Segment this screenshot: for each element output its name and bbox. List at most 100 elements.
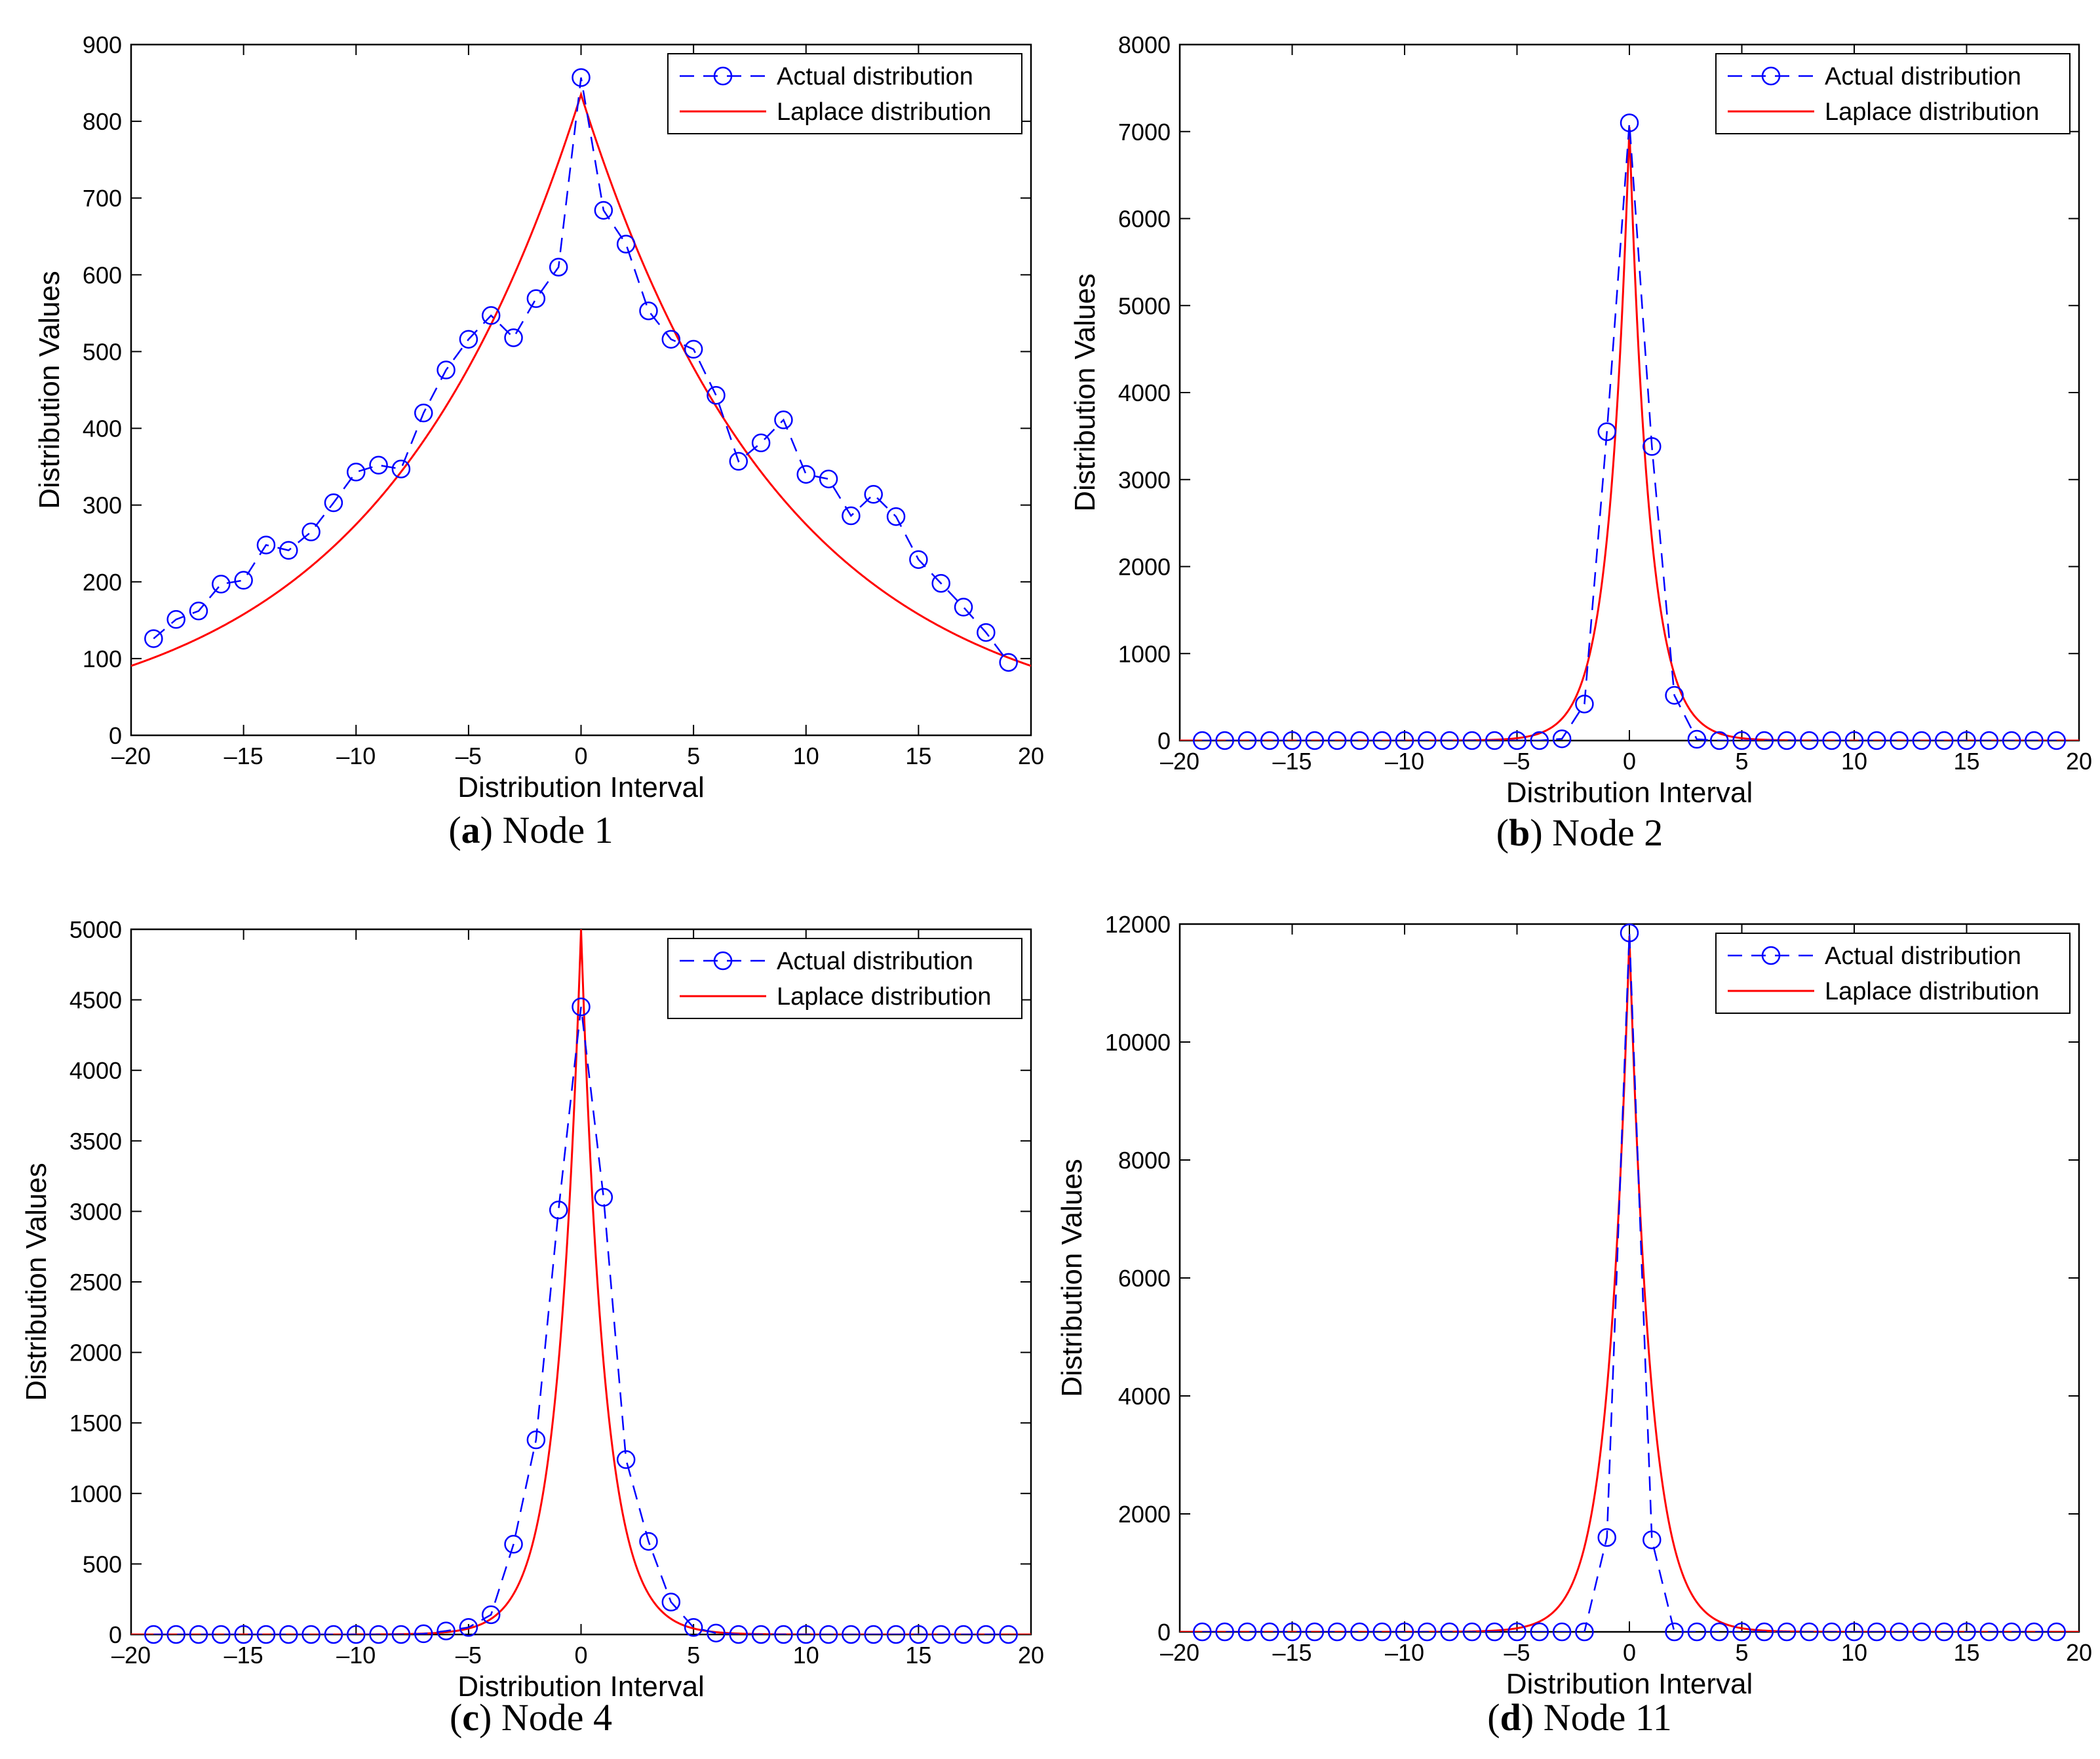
data-point xyxy=(504,1535,523,1554)
y-tick-label: 1000 xyxy=(69,1480,122,1507)
y-tick-label: 0 xyxy=(109,722,122,749)
x-tick-label: 5 xyxy=(1735,748,1748,775)
plot-area xyxy=(1180,933,2079,1632)
y-tick-label: 300 xyxy=(83,492,122,519)
y-tick-label: 3000 xyxy=(69,1198,122,1225)
data-point xyxy=(594,1188,613,1207)
data-point xyxy=(189,602,208,621)
x-tick-label: –10 xyxy=(336,743,376,769)
x-tick-label: –15 xyxy=(1272,748,1312,775)
plot-frame xyxy=(130,43,1032,737)
data-point xyxy=(234,571,253,590)
legend-laplace-label: Laplace distribution xyxy=(777,98,991,126)
y-tick-label: 12000 xyxy=(1105,911,1171,938)
data-point xyxy=(212,575,231,594)
x-tick-label: –10 xyxy=(1385,748,1424,775)
x-tick-label: –15 xyxy=(1272,1639,1312,1666)
y-tick-label: 1500 xyxy=(69,1410,122,1437)
y-tick-label: 0 xyxy=(1157,1619,1171,1646)
data-point xyxy=(1665,686,1684,705)
data-point xyxy=(1755,1622,1774,1642)
data-point xyxy=(1597,1528,1616,1547)
x-tick-label: –15 xyxy=(224,1642,263,1669)
data-point xyxy=(1462,731,1482,750)
panel-caption: (d) Node 11 xyxy=(1487,1696,1671,1739)
legend-actual-marker xyxy=(713,66,733,86)
data-point xyxy=(1283,1622,1302,1642)
x-tick-label: –20 xyxy=(1160,748,1199,775)
data-point xyxy=(526,289,546,308)
y-tick-label: 400 xyxy=(83,416,122,442)
data-point xyxy=(1372,1622,1391,1642)
data-point xyxy=(2047,1622,2066,1642)
data-point xyxy=(1687,729,1707,749)
legend: Actual distribution Laplace distribution xyxy=(667,938,1022,1019)
y-tick-label: 8000 xyxy=(1118,31,1171,58)
data-point xyxy=(1305,731,1325,750)
data-point xyxy=(1260,731,1279,750)
data-point xyxy=(1844,1622,1864,1642)
panel-caption: (a) Node 1 xyxy=(448,809,613,851)
y-tick-label: 700 xyxy=(83,185,122,212)
data-point xyxy=(751,1625,771,1644)
legend-actual-label: Actual distribution xyxy=(777,63,973,90)
x-tick-label: –20 xyxy=(1160,1639,1199,1666)
data-point xyxy=(1957,731,1976,750)
data-point xyxy=(572,997,591,1016)
data-point xyxy=(1709,731,1729,750)
data-point xyxy=(1643,437,1662,456)
caption-letter: b xyxy=(1509,811,1530,854)
data-point xyxy=(707,385,726,405)
data-point xyxy=(684,1617,703,1637)
y-tick-label: 200 xyxy=(83,569,122,596)
x-tick-label: –5 xyxy=(456,743,482,769)
x-tick-label: 15 xyxy=(1953,1639,1979,1666)
data-point xyxy=(1620,923,1639,942)
data-point xyxy=(1800,1622,1819,1642)
data-point xyxy=(1305,1622,1325,1642)
y-axis-label: Distribution Values xyxy=(20,1163,52,1401)
legend-laplace-label: Laplace distribution xyxy=(1825,98,2039,126)
y-tick-label: 5000 xyxy=(69,916,122,943)
legend-box xyxy=(1715,53,2071,134)
data-point xyxy=(864,1625,883,1644)
data-point xyxy=(864,485,883,504)
laplace-curve xyxy=(131,929,1031,1634)
data-point xyxy=(391,1625,411,1644)
y-tick-label: 3500 xyxy=(69,1128,122,1155)
data-point xyxy=(1777,1622,1797,1642)
data-point xyxy=(1934,1622,1954,1642)
plot-area xyxy=(131,77,1031,667)
x-tick-label: –20 xyxy=(111,743,151,769)
actual-distribution-line xyxy=(1202,933,2057,1632)
data-point xyxy=(1620,113,1639,132)
x-tick-label: –10 xyxy=(1385,1639,1424,1666)
caption-letter: c xyxy=(462,1696,479,1739)
data-point xyxy=(256,535,276,554)
data-point xyxy=(616,235,636,254)
y-tick-label: 100 xyxy=(83,646,122,672)
data-point xyxy=(931,573,950,593)
data-point xyxy=(2002,1622,2021,1642)
data-point xyxy=(2025,731,2044,750)
data-point xyxy=(572,68,591,87)
x-tick-label: 20 xyxy=(2066,748,2092,775)
data-point xyxy=(1283,731,1302,750)
data-point xyxy=(1215,731,1234,750)
y-tick-label: 4000 xyxy=(1118,379,1171,406)
actual-distribution-line xyxy=(153,77,1009,663)
data-point xyxy=(1575,694,1594,714)
x-tick-label: –5 xyxy=(1504,748,1530,775)
data-point xyxy=(144,629,163,648)
data-point xyxy=(1979,731,1999,750)
data-point xyxy=(301,1625,321,1644)
data-point xyxy=(481,1605,501,1625)
caption-node-label: Node 11 xyxy=(1544,1696,1672,1739)
data-point xyxy=(977,623,996,642)
y-tick-label: 8000 xyxy=(1118,1147,1171,1174)
y-axis-label: Distribution Values xyxy=(1056,1159,1088,1397)
legend-box xyxy=(667,53,1022,134)
x-tick-label: 20 xyxy=(1018,743,1044,769)
data-point xyxy=(481,306,501,325)
data-point xyxy=(1800,731,1819,750)
